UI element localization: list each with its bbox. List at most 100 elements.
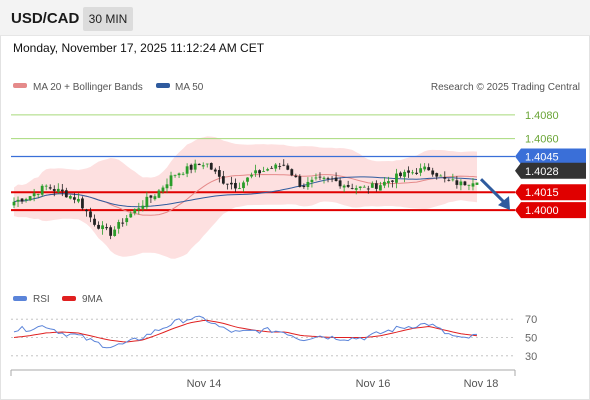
candle-body [447,179,451,181]
candle [399,171,402,178]
candle [177,172,181,179]
candle [52,185,56,197]
candle [64,187,68,198]
candle [403,169,406,183]
rsi-tick-label: 30 [525,351,537,363]
candle-body [399,172,402,177]
candle [431,167,435,177]
candle [117,219,121,234]
candle-body [246,177,249,182]
candle [439,174,443,177]
candle [330,176,334,183]
candle [326,176,330,183]
candle-body [177,173,181,176]
candle [302,183,306,189]
candle [310,176,314,188]
candle [238,182,241,189]
candle [427,163,431,171]
candle [193,159,197,173]
candle-body [141,205,145,209]
candle [205,163,209,168]
candle-body [254,170,257,174]
candle [246,177,249,186]
candle [213,167,217,175]
candle [378,181,382,191]
candle [113,226,117,237]
candle-body [383,181,386,186]
candle-body [395,173,398,183]
candle [125,214,129,226]
candle [12,197,16,209]
candle-body [125,218,129,223]
forecast-arrow-shaft [479,178,506,204]
candle-body [475,182,479,185]
candle [395,168,398,189]
level-label-1.4060: 1.4060 [525,134,559,146]
candle-body [213,169,217,172]
candle-body [205,163,209,165]
candle [475,182,479,186]
rsi-legend: RSI 9MA [13,294,103,305]
candle [40,184,44,197]
candle [28,195,32,202]
rsi-ma-line [13,319,478,343]
candle [250,172,253,179]
candle-body [32,193,36,197]
candle [290,168,294,177]
candle [459,179,463,191]
candle-body [270,167,274,169]
candle-body [403,171,406,177]
candle [338,177,342,189]
bollinger-band [14,136,477,259]
candle [383,177,386,189]
candle [266,167,270,172]
candle-body [68,196,72,199]
current-price-label-text: 1.4028 [525,166,559,178]
candle-body [113,229,117,236]
candle [346,180,350,189]
candle [419,163,423,177]
candle-body [262,171,266,172]
candle-body [149,195,153,198]
candle [93,214,96,227]
candle [370,181,374,188]
candle [149,194,153,203]
timeframe-button[interactable]: 30 MIN [83,7,133,31]
rsi-ma-legend-label: 9MA [82,294,103,305]
candle-body [302,185,306,187]
candle-body [411,172,414,174]
candle-body [105,227,108,229]
candle [169,171,173,190]
candle [447,178,451,182]
candle [471,178,475,191]
candle [97,221,100,230]
candle [225,183,229,190]
candle [298,174,302,188]
rsi-tick-label: 50 [525,333,537,345]
candle [137,202,141,215]
candle-body [362,186,366,188]
candle-body [77,198,80,202]
candle-body [286,165,290,170]
candle-body [36,193,40,195]
candle-body [378,185,382,191]
level-label-1.4015-bg [515,184,586,201]
candle [391,180,394,188]
candle [286,163,290,171]
rsi-legend-label: RSI [33,294,50,305]
candle [274,163,278,172]
candle [234,178,237,192]
candle-body [467,184,471,186]
symbol-title: USD/CAD [11,10,80,27]
candle-body [423,166,427,170]
candle [411,169,414,175]
candle [161,185,165,194]
candle-body [234,182,237,189]
candle [24,197,28,203]
candle-body [366,188,370,190]
candle-body [459,181,463,186]
candle-body [294,175,298,178]
candle-body [374,183,378,189]
candle-body [278,166,282,167]
candle [173,174,177,178]
